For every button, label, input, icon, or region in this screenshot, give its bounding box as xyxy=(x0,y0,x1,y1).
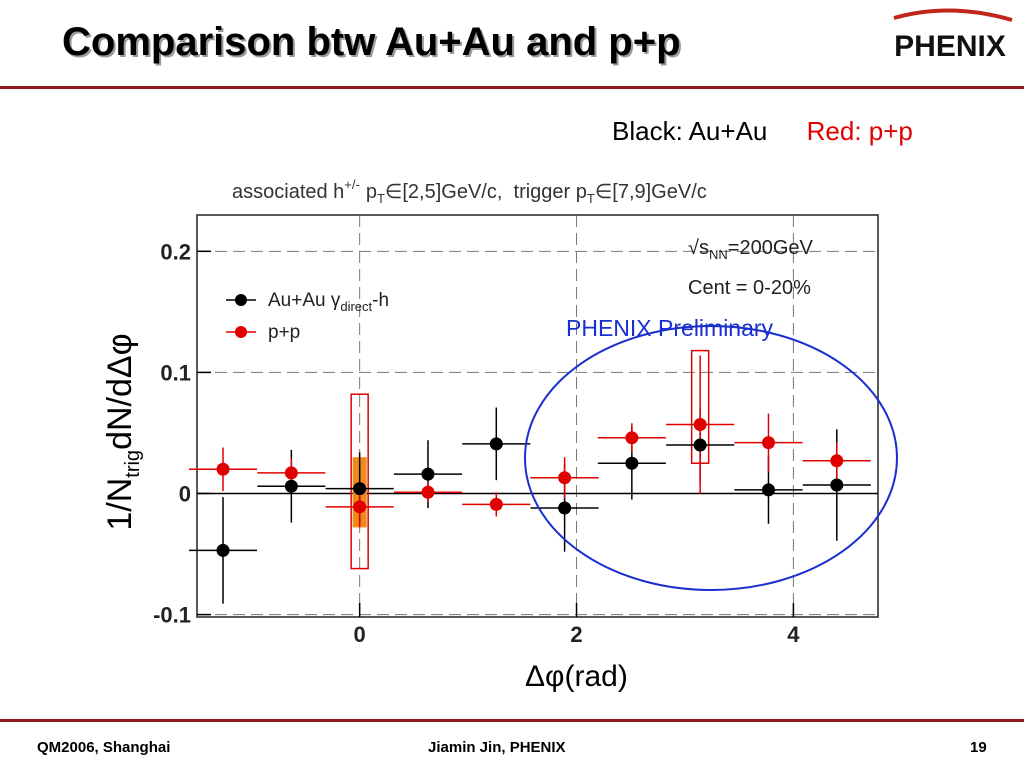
data-point-auau xyxy=(489,437,503,451)
data-point-pp xyxy=(353,500,367,514)
footer-author: Jiamin Jin, PHENIX xyxy=(428,739,566,756)
header-pt2-sub: T xyxy=(587,191,595,206)
y-axis-label: 1/NtrigdN/dΔφ xyxy=(101,333,144,531)
data-point-auau xyxy=(421,467,435,481)
title-rule xyxy=(0,86,1024,89)
error-bars xyxy=(188,355,871,604)
header-sup: +/- xyxy=(344,177,360,192)
legend-red-text: Red: p+p xyxy=(806,116,913,146)
header-range2: ∈[7,9]GeV/c xyxy=(595,181,707,203)
slide-title: Comparison btw Au+Au and p+p xyxy=(62,20,681,64)
data-point-auau xyxy=(693,438,707,452)
systematic-box-pp xyxy=(350,393,369,570)
x-tick-label: 4 xyxy=(787,622,800,647)
header-pt1-sub: T xyxy=(377,191,385,206)
highlight-ellipse xyxy=(524,325,898,591)
data-point-pp xyxy=(284,466,298,480)
data-point-auau xyxy=(625,456,639,470)
legend-label-auau: Au+Au γdirect-h xyxy=(268,290,389,314)
y-tick-label: 0 xyxy=(179,481,191,506)
legend-marker-pp xyxy=(235,326,247,338)
data-point-pp xyxy=(830,454,844,468)
logo-text: PHENIX xyxy=(894,30,1006,63)
page-number: 19 xyxy=(970,739,987,756)
data-point-pp xyxy=(216,462,230,476)
data-point-pp xyxy=(421,485,435,499)
y-tick-label: -0.1 xyxy=(153,603,191,628)
chart-header: associated h+/- pT∈[2,5]GeV/c, trigger pT… xyxy=(232,177,707,206)
sqrt-radical: √ xyxy=(688,237,699,259)
data-point-pp xyxy=(558,471,572,485)
x-tick-label: 0 xyxy=(354,622,366,647)
legend-label-pp: p+p xyxy=(268,322,300,343)
data-point-auau xyxy=(830,478,844,492)
color-legend: Black: Au+Au Red: p+p xyxy=(612,116,913,147)
header-pre: associated h xyxy=(232,181,344,203)
x-tick-label: 2 xyxy=(570,622,582,647)
header-pt2: p xyxy=(576,181,587,203)
data-points xyxy=(216,417,844,557)
annotation-centrality: Cent = 0-20% xyxy=(688,277,811,299)
data-point-auau xyxy=(353,482,367,496)
data-point-pp xyxy=(761,436,775,450)
data-point-pp xyxy=(693,417,707,431)
legend-black-text: Black: Au+Au xyxy=(612,116,768,146)
axis-ticks: -0.1 0 0.1 0.2 0 2 4 xyxy=(153,239,800,647)
y-tick-label: 0.1 xyxy=(160,360,191,385)
frame-and-grid xyxy=(196,214,879,618)
data-point-auau xyxy=(216,543,230,557)
x-axis-label: Δφ(rad) xyxy=(525,660,628,693)
header-range1: ∈[2,5]GeV/c, trigger xyxy=(385,181,576,203)
phenix-logo: PHENIX xyxy=(893,8,1013,63)
data-point-pp xyxy=(489,497,503,511)
systematic-boxes xyxy=(350,349,710,570)
data-point-auau xyxy=(284,479,298,493)
footer-rule xyxy=(0,719,1024,722)
footer-conference: QM2006, Shanghai xyxy=(37,739,171,756)
plot-frame xyxy=(196,214,879,618)
data-point-auau xyxy=(761,483,775,497)
data-point-auau xyxy=(558,501,572,515)
y-tick-label: 0.2 xyxy=(160,239,191,264)
legend-marker-auau xyxy=(235,294,247,306)
chart-legend: Au+Au γdirect-h p+p xyxy=(226,290,389,343)
data-point-pp xyxy=(625,431,639,445)
annotation-sqrt-s: √sNN=200GeV xyxy=(688,237,813,262)
header-pt1: p xyxy=(366,181,377,203)
